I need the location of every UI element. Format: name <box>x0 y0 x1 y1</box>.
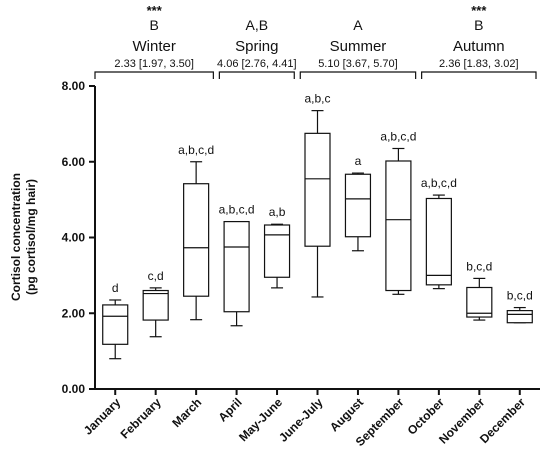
significance-label: d <box>112 281 119 295</box>
box-iqr <box>466 286 493 318</box>
season-bracket <box>94 71 214 79</box>
season-group-letter: A,B <box>246 17 269 33</box>
box-iqr <box>385 160 412 292</box>
box-0: d <box>102 281 129 360</box>
significance-label: a,b,c,d <box>380 129 416 143</box>
season-stat: 4.06 [2.76, 4.41] <box>217 58 297 70</box>
x-tick-label: April <box>215 395 244 424</box>
y-tick-label: 8.00 <box>62 79 86 93</box>
box-iqr <box>223 220 250 313</box>
box-5: a,b,c <box>304 92 331 298</box>
season-group-letter: B <box>474 17 483 33</box>
season-bracket <box>299 71 417 79</box>
season-significance-stars: *** <box>471 3 487 18</box>
season-name: Autumn <box>453 38 505 55</box>
box-7: a,b,c,d <box>380 129 416 295</box>
box-4: a,b <box>263 205 291 289</box>
season-autumn: 2.36 [1.83, 3.02] Autumn B*** <box>421 3 537 79</box>
significance-label: b,c,d <box>466 259 492 273</box>
y-tick-label: 6.00 <box>62 155 86 169</box>
season-spring: 4.06 [2.76, 4.41] Spring A,B <box>217 17 297 79</box>
y-axis-title-line2: (pg cortisol/mg hair) <box>24 179 38 295</box>
season-name: Winter <box>133 38 176 55</box>
y-tick-label: 0.00 <box>62 382 86 396</box>
box-2: a,b,c,d <box>178 143 214 321</box>
season-winter: 2.33 [1.97, 3.50] Winter B*** <box>94 3 214 79</box>
x-tick-label: March <box>169 395 204 430</box>
y-axis: 0.00 2.00 4.00 6.00 8.00 <box>62 79 96 396</box>
season-group-letter: B <box>150 17 159 33</box>
season-name: Spring <box>235 38 278 55</box>
season-stat: 5.10 [3.67, 5.70] <box>318 58 398 70</box>
box-iqr <box>425 197 452 286</box>
box-iqr <box>506 309 533 324</box>
season-bracket <box>421 71 537 79</box>
season-name: Summer <box>330 38 387 55</box>
significance-label: a,b <box>269 205 286 219</box>
y-axis-title-line1: Cortisol concentration <box>9 173 23 301</box>
box-1: c,d <box>142 269 169 338</box>
season-stat: 2.33 [1.97, 3.50] <box>114 58 194 70</box>
season-significance-stars: *** <box>147 3 163 18</box>
box-6: a <box>344 154 372 252</box>
box-10: b,c,d <box>506 289 533 324</box>
significance-label: a,b,c,d <box>421 176 457 190</box>
x-tick-label: February <box>118 395 164 441</box>
significance-label: a,b,c <box>304 92 330 106</box>
season-summer: 5.10 [3.67, 5.70] Summer A <box>299 17 417 79</box>
season-group-letter: A <box>353 17 363 33</box>
box-iqr <box>183 183 210 297</box>
box-iqr <box>344 173 372 238</box>
y-tick-label: 4.00 <box>62 231 86 245</box>
season-bracket <box>218 71 295 79</box>
box-iqr <box>102 304 129 345</box>
significance-label: a,b,c,d <box>178 143 214 157</box>
box-3: a,b,c,d <box>219 203 255 327</box>
significance-label: a <box>355 154 362 168</box>
y-axis-title: Cortisol concentration (pg cortisol/mg h… <box>9 173 38 301</box>
box-8: a,b,c,d <box>421 176 457 290</box>
boxplot-series: d c,d a,b,c,d a,b,c,d a,b a,b,c a a,b,c,d a,b,c,… <box>102 92 533 360</box>
season-stat: 2.36 [1.83, 3.02] <box>439 58 519 70</box>
significance-label: b,c,d <box>507 289 533 303</box>
x-tick-label: August <box>327 395 366 434</box>
box-iqr <box>263 224 291 278</box>
box-iqr <box>142 289 169 321</box>
y-tick-label: 2.00 <box>62 306 86 320</box>
significance-label: a,b,c,d <box>219 203 255 217</box>
box-9: b,c,d <box>466 259 493 321</box>
box-iqr <box>304 132 331 247</box>
x-tick-label: June-July <box>276 395 326 445</box>
significance-label: c,d <box>148 269 164 283</box>
